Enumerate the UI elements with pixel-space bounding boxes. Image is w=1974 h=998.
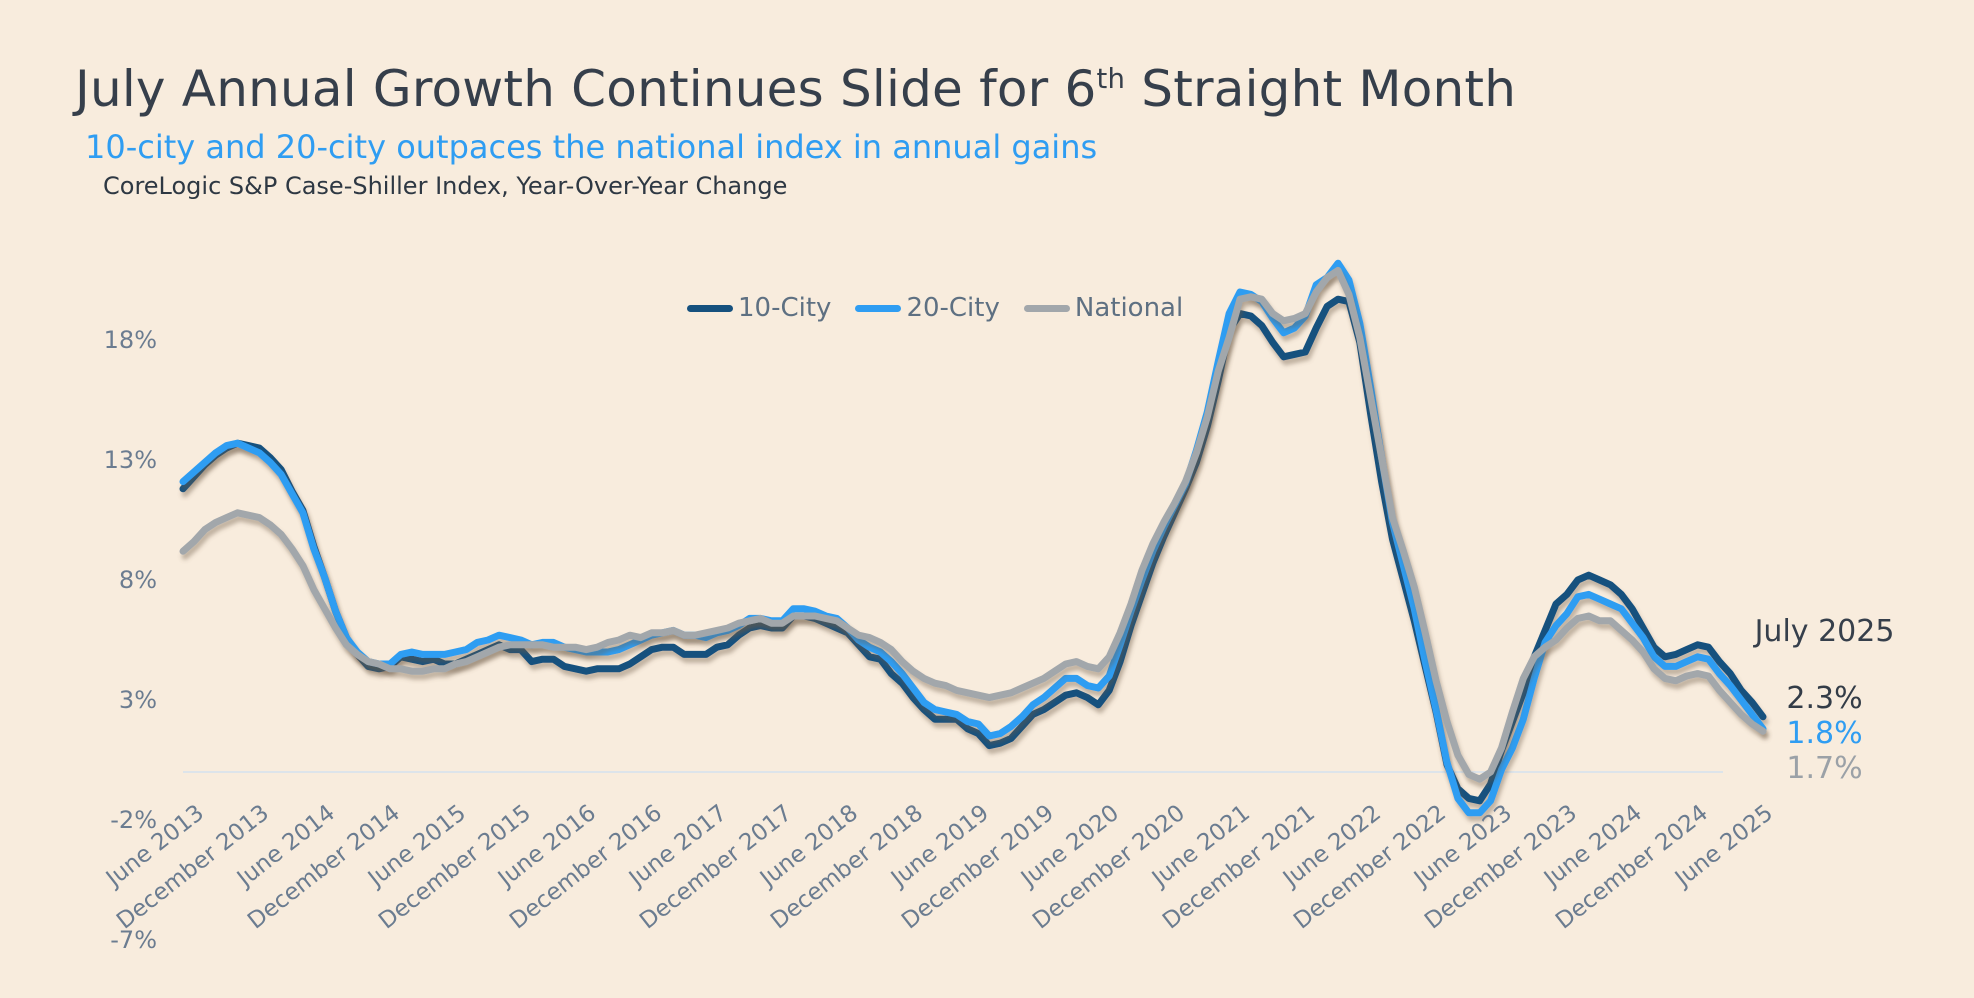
chart-title-text: July Annual Growth Continues Slide for 6 [75, 60, 1097, 118]
annotation-date-label: July 2025 [1754, 614, 1895, 649]
chart-legend: 10-City 20-City National [687, 293, 1183, 323]
y-axis-tick-label: 8% [118, 566, 157, 594]
y-axis-tick-label: 13% [103, 446, 157, 474]
chart-source-caption: CoreLogic S&P Case-Shiller Index, Year-O… [103, 172, 788, 200]
legend-swatch-10-city-icon [687, 304, 733, 312]
latest-value-annotation: July 2025 2.3% 1.8% 1.7% [1742, 614, 1907, 786]
annotation-value-20-city: 1.8% [1786, 716, 1863, 751]
y-axis-tick-label: -7% [110, 926, 157, 954]
legend-item-10-city: 10-City [687, 293, 831, 323]
legend-label-national: National [1074, 293, 1184, 323]
annotation-value-national: 1.7% [1786, 751, 1863, 786]
y-axis-tick-label: -2% [110, 806, 157, 834]
y-axis-tick-label: 18% [103, 326, 157, 354]
chart-subtitle: 10-city and 20-city outpaces the nationa… [85, 128, 1098, 166]
legend-item-national: National [1023, 293, 1184, 323]
y-axis-tick-label: 3% [118, 686, 157, 714]
chart-title: July Annual Growth Continues Slide for 6… [75, 60, 1516, 118]
legend-label-20-city: 20-City [906, 293, 1000, 323]
chart-title-suffix: Straight Month [1125, 60, 1517, 118]
legend-item-20-city: 20-City [855, 293, 1000, 323]
legend-label-10-city: 10-City [738, 293, 832, 323]
legend-swatch-20-city-icon [855, 304, 902, 312]
series-line-20-city [179, 259, 1767, 817]
annotation-value-10-city: 2.3% [1786, 681, 1863, 716]
legend-swatch-national-icon [1023, 304, 1070, 312]
chart-title-superscript: th [1096, 63, 1126, 95]
series-line-national [179, 266, 1767, 783]
